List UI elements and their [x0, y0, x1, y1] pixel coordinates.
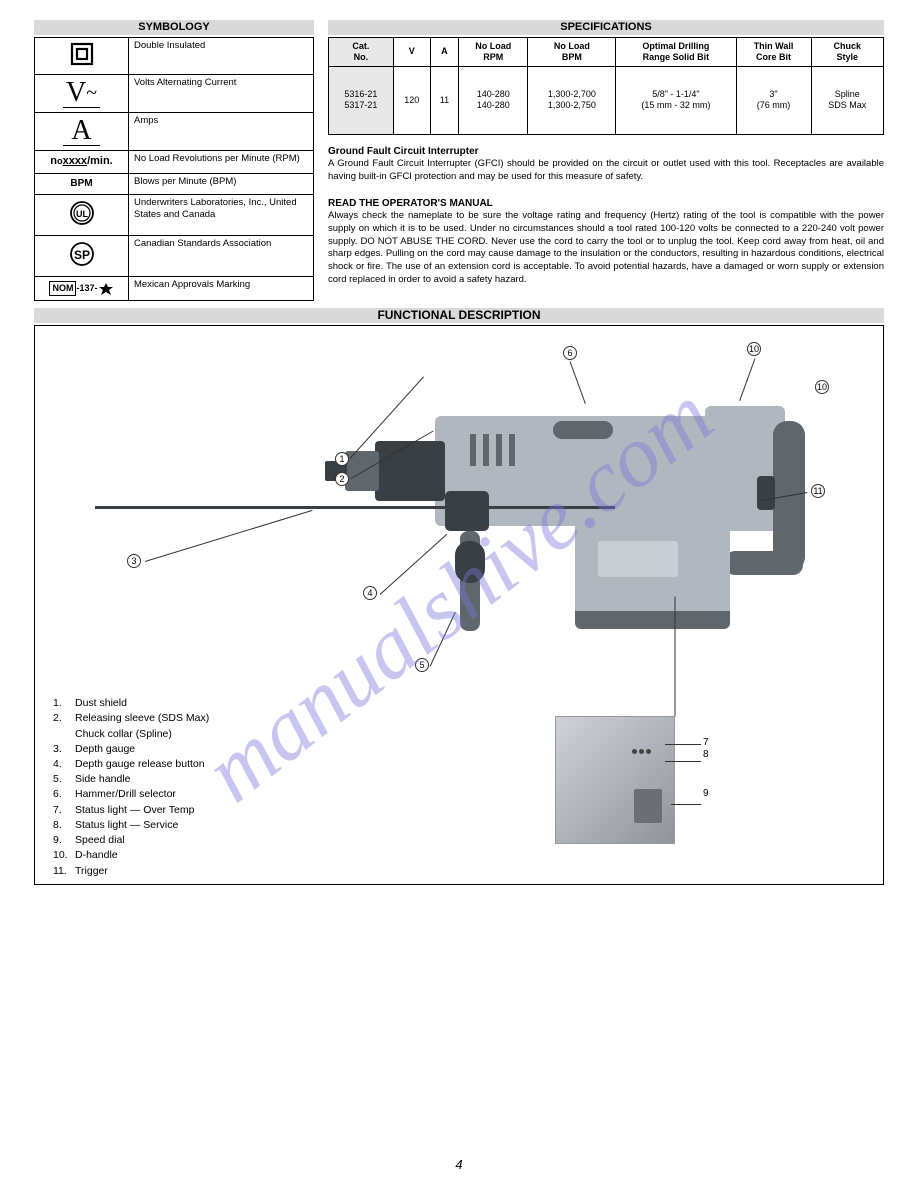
cell: 140-280 140-280 [459, 66, 528, 134]
legend-text: D-handle [75, 848, 118, 863]
legend-text: Releasing sleeve (SDS Max) Chuck collar … [75, 711, 209, 741]
symbology-desc: Blows per Minute (BPM) [129, 173, 314, 195]
col-header: No Load BPM [528, 38, 616, 67]
col-header: Optimal Drilling Range Solid Bit [616, 38, 736, 67]
csa-icon: SP [68, 240, 96, 268]
legend-text: Depth gauge release button [75, 757, 205, 772]
symbology-desc: Volts Alternating Current [129, 74, 314, 112]
functional-description: FUNCTIONAL DESCRIPTION [34, 308, 884, 885]
nom-icon: NOM-137- [49, 281, 113, 296]
legend-text: Dust shield [75, 696, 127, 711]
specifications-table: Cat. No. V A No Load RPM No Load BPM Opt… [328, 37, 884, 135]
table-row: NOM-137- Mexican Approvals Marking [35, 276, 314, 300]
cell: 1,300-2,700 1,300-2,750 [528, 66, 616, 134]
no-load-rpm-icon: noxxxx/min. [50, 155, 112, 169]
symbology-desc: Underwriters Laboratories, Inc., United … [129, 195, 314, 236]
functional-header: FUNCTIONAL DESCRIPTION [34, 308, 884, 323]
leader-line [675, 597, 676, 717]
leader-line [665, 761, 701, 762]
legend-text: Hammer/Drill selector [75, 787, 176, 802]
callout-3: 3 [127, 554, 144, 568]
callout-5: 5 [415, 658, 432, 672]
table-row: A Amps [35, 112, 314, 150]
symbology-desc: Mexican Approvals Marking [129, 276, 314, 300]
table-row: BPM Blows per Minute (BPM) [35, 173, 314, 195]
amps-icon: A [63, 117, 99, 146]
col-header: V [393, 38, 430, 67]
table-row: Cat. No. V A No Load RPM No Load BPM Opt… [329, 38, 884, 67]
icon-cell: V~ [35, 74, 129, 112]
legend-text: Depth gauge [75, 742, 135, 757]
symbology-table: Double Insulated V~ Volts Alternating Cu… [34, 37, 314, 301]
symbology-desc: Canadian Standards Association [129, 236, 314, 277]
icon-cell [35, 38, 129, 75]
icon-cell: NOM-137- [35, 276, 129, 300]
table-row: Double Insulated [35, 38, 314, 75]
cell: 5316-21 5317-21 [329, 66, 394, 134]
callout-11: 11 [811, 484, 828, 498]
icon-cell: noxxxx/min. [35, 150, 129, 173]
inset-detail [555, 716, 675, 844]
legend-text: Side handle [75, 772, 130, 787]
symbology-desc: Double Insulated [129, 38, 314, 75]
gfi-heading: Ground Fault Circuit Interrupter [328, 145, 884, 159]
col-header: No Load RPM [459, 38, 528, 67]
col-header: A [430, 38, 458, 67]
page-number: 4 [455, 1157, 462, 1172]
diagram-area: 1 2 3 4 5 6 10 11 10 7 8 9 1.Dust shield [34, 325, 884, 885]
rotary-hammer-illustration [315, 386, 805, 666]
reading-body: Always check the nameplate to be sure th… [328, 210, 884, 287]
icon-cell: A [35, 112, 129, 150]
callout-1: 1 [335, 452, 352, 466]
callout-4: 4 [363, 586, 380, 600]
table-row: UL Underwriters Laboratories, Inc., Unit… [35, 195, 314, 236]
symbology-section: SYMBOLOGY Double Insulated V~ Volts Alte… [34, 20, 314, 301]
gfi-body: A Ground Fault Circuit Interrupter (GFCI… [328, 158, 884, 184]
callout-10: 10 [747, 342, 764, 356]
callout-right: 10 [815, 380, 832, 394]
specifications-header: SPECIFICATIONS [328, 20, 884, 35]
leader-line [671, 804, 701, 805]
bpm-icon: BPM [70, 178, 92, 191]
legend-text: Speed dial [75, 833, 125, 848]
specifications-section: SPECIFICATIONS Cat. No. V A No Load RPM … [328, 20, 884, 301]
volts-ac-icon: V~ [63, 79, 100, 108]
legend-text: Trigger [75, 864, 108, 879]
table-row: V~ Volts Alternating Current [35, 74, 314, 112]
callout-6: 6 [563, 346, 580, 360]
col-header: Chuck Style [811, 38, 883, 67]
icon-cell: BPM [35, 173, 129, 195]
callout-2: 2 [335, 472, 352, 486]
inset-body [555, 716, 675, 844]
reading-heading: READ THE OPERATOR'S MANUAL [328, 197, 884, 211]
icon-cell: UL [35, 195, 129, 236]
legend-text: Status light — Over Temp [75, 803, 194, 818]
col-header: Cat. No. [329, 38, 394, 67]
table-row: 5316-21 5317-21 120 11 140-280 140-280 1… [329, 66, 884, 134]
table-row: noxxxx/min. No Load Revolutions per Minu… [35, 150, 314, 173]
ul-icon: UL [68, 199, 96, 227]
legend-text: Status light — Service [75, 818, 178, 833]
cell: 120 [393, 66, 430, 134]
inset-callouts: 7 8 9 [703, 736, 713, 800]
col-header: Thin Wall Core Bit [736, 38, 811, 67]
symbology-header: SYMBOLOGY [34, 20, 314, 35]
double-insulated-icon [70, 42, 94, 66]
table-row: SP Canadian Standards Association [35, 236, 314, 277]
cell: Spline SDS Max [811, 66, 883, 134]
leader-line [665, 744, 701, 745]
cell: 11 [430, 66, 458, 134]
symbology-desc: Amps [129, 112, 314, 150]
icon-cell: SP [35, 236, 129, 277]
symbology-desc: No Load Revolutions per Minute (RPM) [129, 150, 314, 173]
svg-text:UL: UL [76, 209, 88, 219]
leader-line [145, 510, 313, 562]
svg-text:SP: SP [73, 248, 89, 262]
gfi-block: Ground Fault Circuit Interrupter A Groun… [328, 145, 884, 287]
legend-list: 1.Dust shield 2.Releasing sleeve (SDS Ma… [53, 696, 209, 879]
cell: 5/8" - 1-1/4" (15 mm - 32 mm) [616, 66, 736, 134]
cell: 3" (76 mm) [736, 66, 811, 134]
